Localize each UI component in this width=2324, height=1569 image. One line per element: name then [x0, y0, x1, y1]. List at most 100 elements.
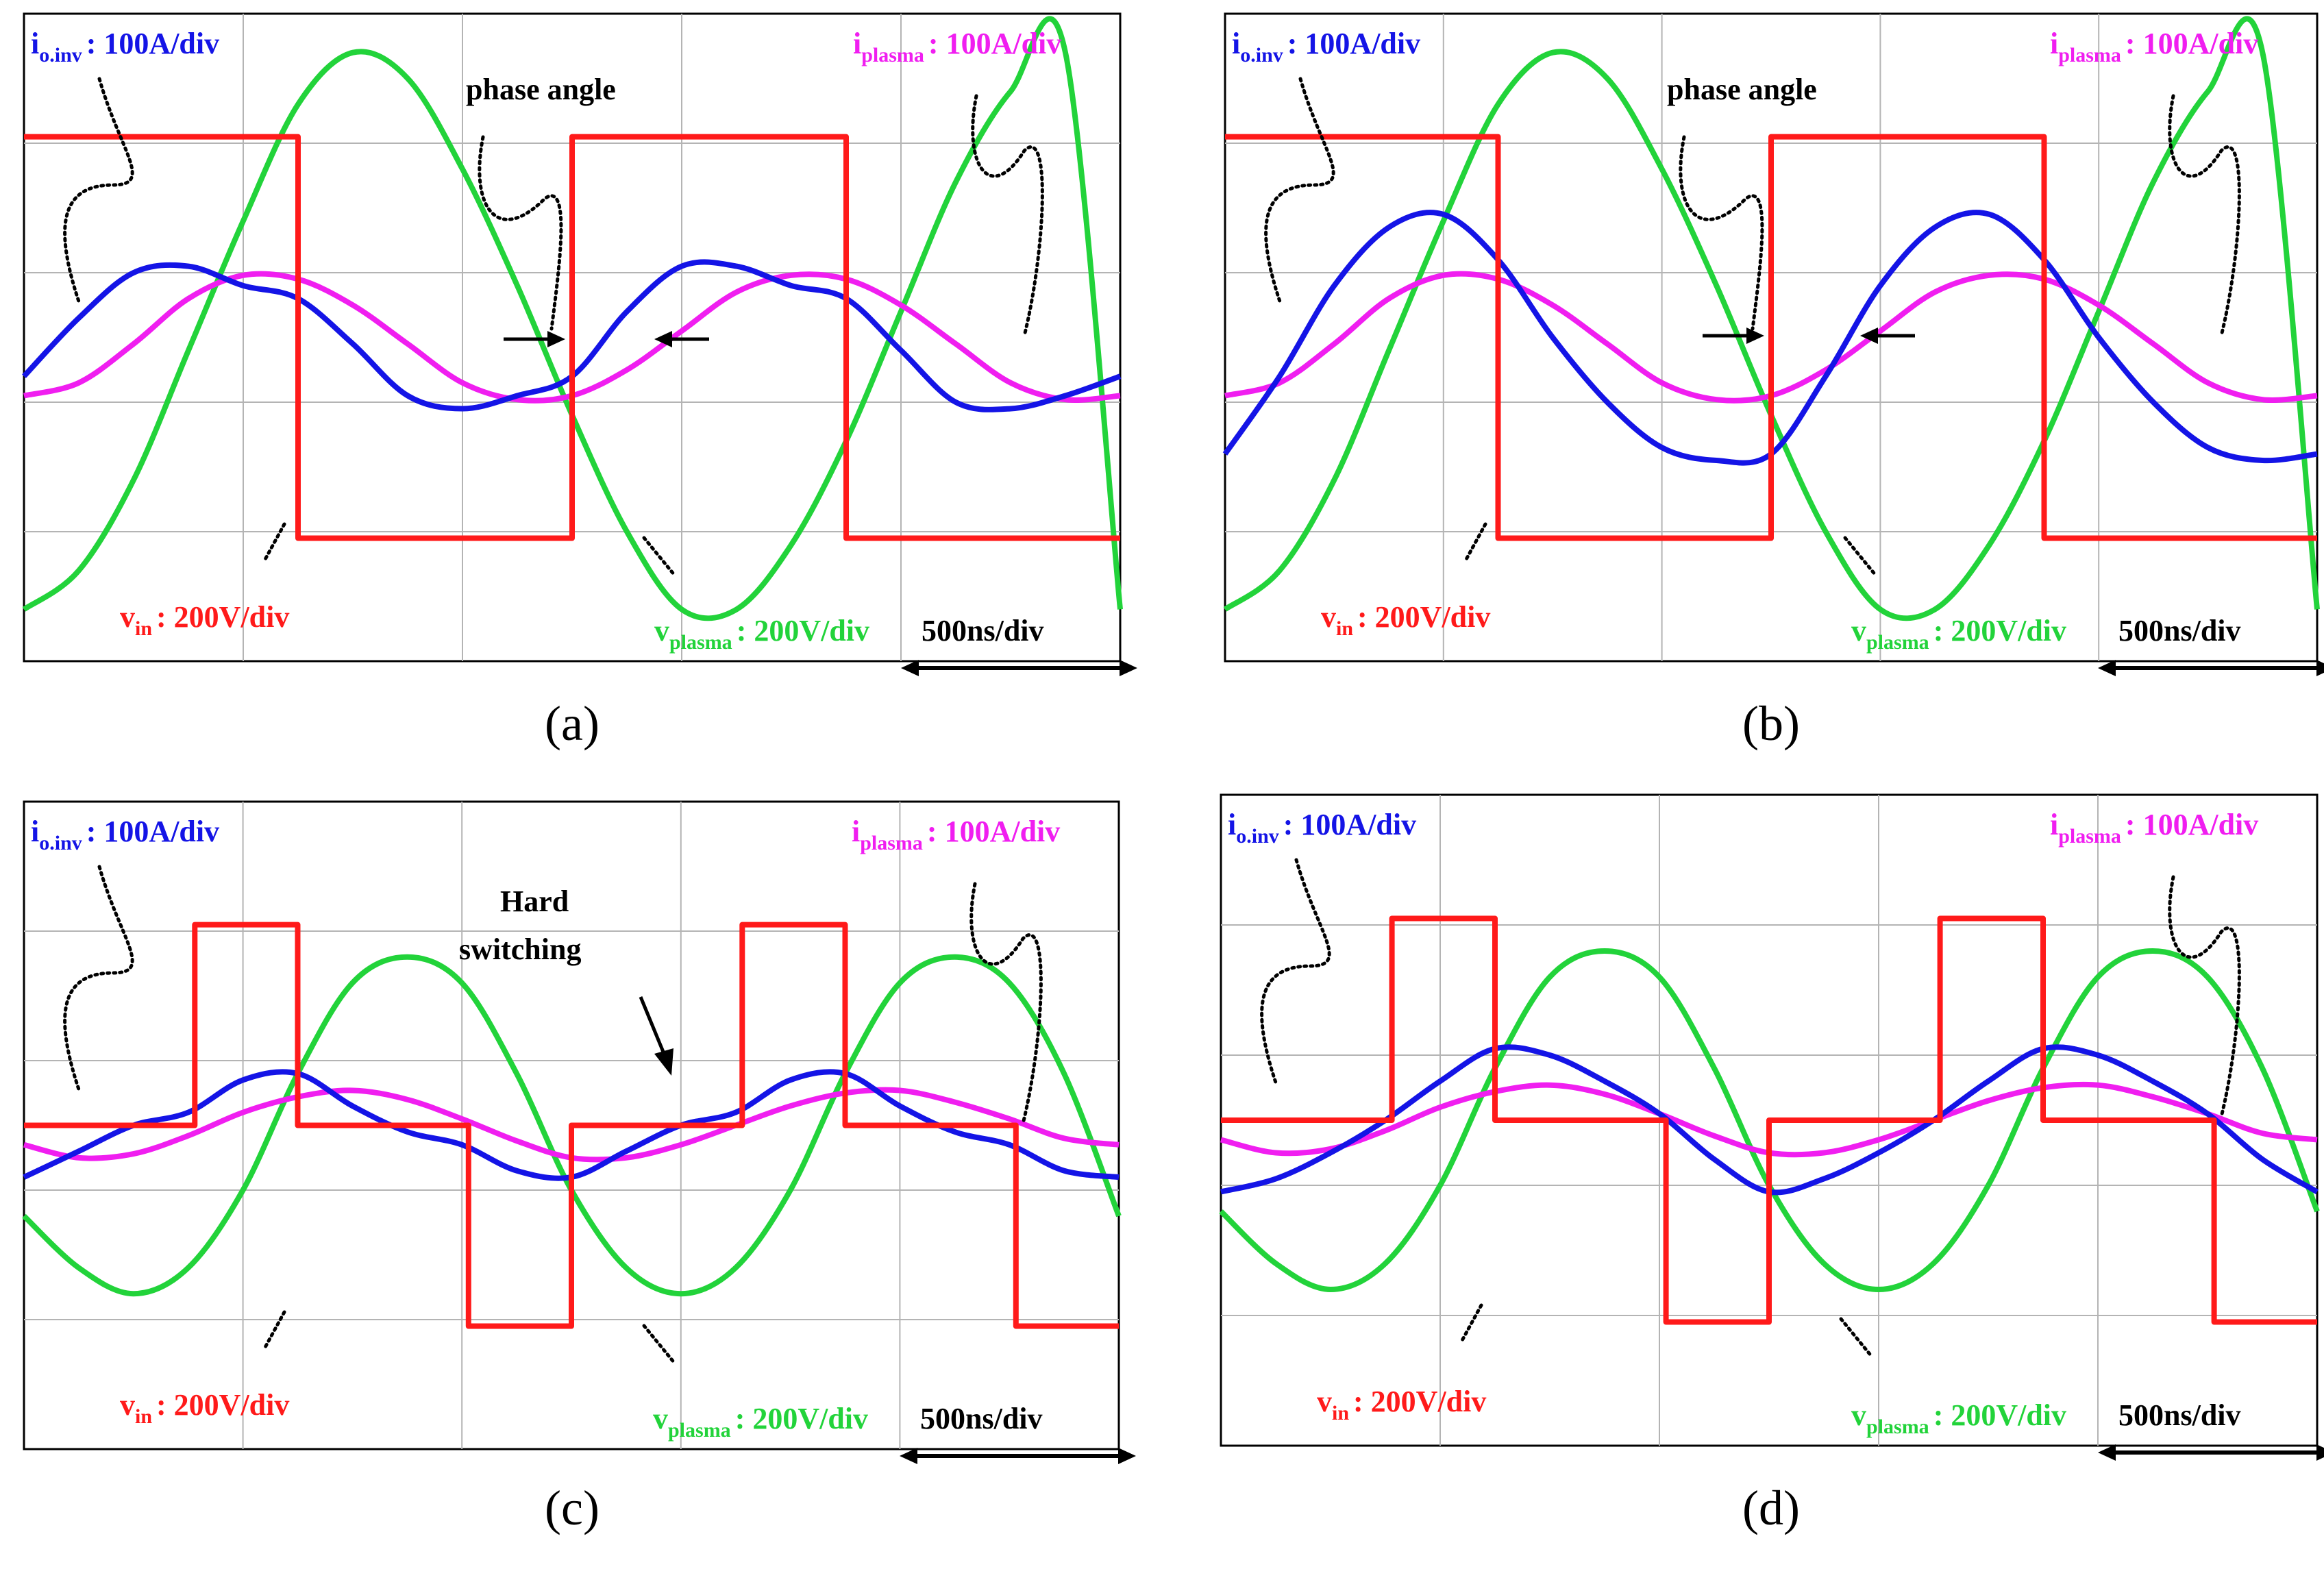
- label-i-plasma-symbol: i: [2050, 808, 2058, 841]
- label-v-in-subscript: in: [135, 617, 152, 640]
- label-io-inv-subscript: o.inv: [39, 44, 82, 66]
- annotation-switching: switching: [459, 932, 581, 966]
- label-v-in-scale: : 200V/div: [156, 600, 289, 634]
- time-scale-arrow-head-left: [900, 1448, 917, 1464]
- label-v-in-scale: : 200V/div: [1357, 600, 1490, 634]
- label-v-plasma: vplasma: 200V/div: [654, 614, 869, 654]
- label-io-inv: io.inv: 100A/div: [31, 27, 219, 66]
- panel-caption: (a): [545, 696, 599, 751]
- label-io-inv-scale: : 100A/div: [86, 27, 219, 60]
- label-v-plasma-subscript: plasma: [668, 1419, 731, 1442]
- label-v-in-scale: : 200V/div: [1353, 1385, 1486, 1418]
- label-io-inv-symbol: i: [31, 27, 39, 60]
- label-v-plasma-scale: : 200V/div: [735, 1402, 868, 1435]
- label-i-plasma: iplasma: 100A/div: [2050, 27, 2258, 66]
- label-io-inv-subscript: o.inv: [1236, 825, 1279, 848]
- label-i-plasma-subscript: plasma: [861, 44, 924, 66]
- label-v-in: vin: 200V/div: [120, 600, 289, 640]
- label-io-inv-symbol: i: [31, 815, 39, 848]
- label-i-plasma-subscript: plasma: [2058, 825, 2121, 848]
- trace-v-in: [24, 922, 1119, 1329]
- phase-arrow-right-head: [1860, 328, 1878, 344]
- leader-v-plasma: [642, 1324, 677, 1366]
- leader-v-in: [1463, 522, 1487, 564]
- hard-switching-arrow: [639, 996, 667, 1056]
- label-v-plasma: vplasma: 200V/div: [1851, 1398, 2066, 1438]
- leader-v-in: [1459, 1303, 1483, 1345]
- label-i-plasma: iplasma: 100A/div: [853, 27, 1061, 66]
- label-i-plasma-subscript: plasma: [860, 832, 923, 854]
- time-scale-arrow-head-left: [2098, 1444, 2116, 1461]
- label-i-plasma-symbol: i: [852, 815, 860, 848]
- label-v-in-symbol: v: [120, 1388, 135, 1422]
- leader-i-plasma: [969, 882, 1043, 1126]
- label-io-inv-symbol: i: [1232, 27, 1240, 60]
- time-scale-arrow-head-right: [2316, 660, 2324, 676]
- label-v-in: vin: 200V/div: [1317, 1385, 1486, 1424]
- label-v-plasma-subscript: plasma: [1866, 631, 1929, 654]
- label-v-plasma-subscript: plasma: [1866, 1416, 1929, 1438]
- label-v-in-scale: : 200V/div: [156, 1388, 289, 1422]
- label-io-inv-subscript: o.inv: [1240, 44, 1283, 66]
- label-io-inv: io.inv: 100A/div: [31, 815, 219, 854]
- label-v-plasma-scale: : 200V/div: [737, 614, 869, 647]
- label-v-plasma-subscript: plasma: [669, 631, 732, 654]
- leader-phase-angle: [478, 135, 563, 331]
- label-io-inv: io.inv: 100A/div: [1232, 27, 1420, 66]
- annotation-phase-angle: phase angle: [1667, 73, 1817, 106]
- label-io-inv-subscript: o.inv: [39, 832, 82, 854]
- label-i-plasma-subscript: plasma: [2058, 44, 2121, 66]
- label-v-plasma-symbol: v: [653, 1402, 668, 1435]
- annotation-phase-angle: phase angle: [466, 73, 616, 106]
- label-v-in: vin: 200V/div: [1321, 600, 1490, 640]
- leader-v-plasma: [642, 536, 677, 578]
- time-scale-arrow-head-right: [1120, 660, 1137, 676]
- label-i-plasma-scale: : 100A/div: [2125, 27, 2258, 60]
- time-scale-arrow-head-left: [901, 660, 919, 676]
- time-scale-label: 500ns/div: [2118, 614, 2241, 647]
- label-i-plasma-scale: : 100A/div: [927, 815, 1060, 848]
- phase-arrow-left-head: [1746, 328, 1764, 344]
- leader-io-inv: [63, 77, 134, 304]
- leader-io-inv: [1260, 858, 1331, 1085]
- hard-switching-arrow-head: [654, 1048, 673, 1076]
- label-io-inv: io.inv: 100A/div: [1228, 808, 1416, 848]
- panel-caption: (c): [545, 1481, 599, 1535]
- label-v-plasma-scale: : 200V/div: [1933, 1398, 2066, 1432]
- label-io-inv-symbol: i: [1228, 808, 1236, 841]
- phase-arrow-left-head: [547, 331, 565, 347]
- label-i-plasma-symbol: i: [853, 27, 861, 60]
- label-i-plasma-symbol: i: [2050, 27, 2058, 60]
- panel-caption: (d): [1742, 1481, 1800, 1535]
- leader-io-inv: [63, 865, 134, 1091]
- label-v-plasma-symbol: v: [1851, 1398, 1866, 1432]
- label-v-in: vin: 200V/div: [120, 1388, 289, 1428]
- label-io-inv-scale: : 100A/div: [1283, 808, 1416, 841]
- label-v-plasma-scale: : 200V/div: [1933, 614, 2066, 647]
- label-i-plasma: iplasma: 100A/div: [2050, 808, 2258, 848]
- leader-i-plasma: [2168, 875, 2241, 1119]
- label-v-in-subscript: in: [1336, 617, 1353, 640]
- label-i-plasma-scale: : 100A/div: [2125, 808, 2258, 841]
- time-scale-arrow-head-right: [2316, 1444, 2324, 1461]
- time-scale-label: 500ns/div: [920, 1402, 1043, 1435]
- label-i-plasma: iplasma: 100A/div: [852, 815, 1060, 854]
- leader-phase-angle: [1679, 135, 1764, 331]
- label-io-inv-scale: : 100A/div: [1287, 27, 1420, 60]
- leader-v-plasma: [1839, 1317, 1874, 1359]
- label-v-in-subscript: in: [135, 1405, 152, 1428]
- leader-v-in: [262, 522, 286, 564]
- leader-v-plasma: [1843, 536, 1878, 578]
- time-scale-arrow-head-left: [2098, 660, 2116, 676]
- time-scale-label: 500ns/div: [922, 614, 1044, 647]
- label-v-in-subscript: in: [1332, 1402, 1349, 1424]
- leader-io-inv: [1264, 77, 1335, 304]
- trace-v-in: [1221, 915, 2317, 1325]
- label-v-in-symbol: v: [120, 600, 135, 634]
- label-v-in-symbol: v: [1317, 1385, 1332, 1418]
- trace-v-in: [24, 134, 1120, 541]
